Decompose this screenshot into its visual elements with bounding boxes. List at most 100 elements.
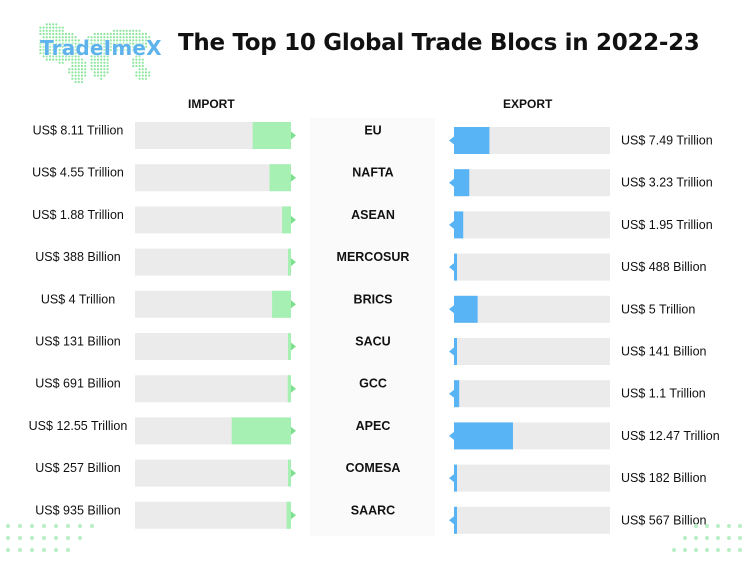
- map-dot: [90, 39, 93, 42]
- category-label: BRICS: [354, 292, 393, 306]
- export-bar: [454, 380, 460, 408]
- map-dot: [64, 48, 68, 52]
- map-dot: [138, 58, 141, 61]
- map-dot: [74, 80, 77, 84]
- import-value-label: US$ 12.55 Trillion: [29, 419, 128, 433]
- map-dot: [48, 29, 52, 32]
- map-dot: [132, 61, 135, 64]
- map-dot: [84, 68, 87, 71]
- export-track: [454, 169, 610, 197]
- import-track: [135, 206, 291, 234]
- map-dot: [135, 58, 138, 61]
- map-dot: [61, 61, 64, 64]
- map-dot: [39, 42, 42, 45]
- decor-dot: [672, 548, 676, 552]
- category-column-background: [310, 118, 435, 536]
- export-track: [454, 211, 610, 239]
- map-dot: [112, 36, 116, 39]
- decor-dot: [716, 524, 720, 528]
- decor-dot: [78, 536, 82, 540]
- map-dot: [68, 32, 71, 36]
- map-dot: [68, 36, 71, 39]
- map-dot: [74, 45, 77, 48]
- map-dot: [64, 52, 68, 55]
- decor-dot: [42, 524, 46, 528]
- map-dot: [138, 45, 141, 48]
- map-dot: [93, 74, 96, 77]
- map-dot: [77, 61, 80, 64]
- map-dot: [84, 61, 87, 64]
- map-dot: [74, 48, 77, 52]
- map-dot: [77, 58, 80, 61]
- map-dot: [103, 48, 106, 52]
- map-dot: [93, 36, 96, 39]
- brand-logo: TradeImeX: [40, 36, 162, 60]
- map-dot: [109, 36, 112, 39]
- map-dot: [87, 36, 90, 39]
- decor-dot: [694, 524, 698, 528]
- category-label: COMESA: [346, 461, 401, 475]
- import-track: [135, 333, 291, 360]
- map-dot: [42, 39, 45, 42]
- map-dot: [80, 80, 84, 84]
- decor-dot: [30, 536, 34, 540]
- map-dot: [71, 61, 74, 64]
- map-dot: [64, 55, 68, 58]
- map-dot: [96, 71, 100, 74]
- import-value-label: US$ 1.88 Trillion: [32, 208, 124, 222]
- map-dot: [71, 39, 74, 42]
- export-column-header: EXPORT: [503, 97, 553, 111]
- import-bar: [288, 459, 291, 487]
- map-dot: [103, 55, 106, 58]
- import-bar: [287, 375, 291, 403]
- map-dot: [61, 29, 64, 32]
- map-dot: [64, 39, 68, 42]
- map-dot: [61, 39, 64, 42]
- map-dot: [90, 42, 93, 45]
- map-dot: [58, 39, 61, 42]
- export-bar: [454, 506, 457, 534]
- map-dot: [87, 39, 90, 42]
- map-dot: [39, 52, 42, 55]
- map-dot: [61, 52, 64, 55]
- map-dot: [42, 42, 45, 45]
- decor-dot: [705, 536, 709, 540]
- map-dot: [106, 68, 109, 71]
- map-dot: [45, 36, 48, 39]
- map-dot: [93, 48, 96, 52]
- import-bar-arrow: [291, 342, 296, 351]
- map-dot: [148, 39, 151, 42]
- map-dot: [39, 45, 42, 48]
- map-dot: [93, 58, 96, 61]
- map-dot: [55, 42, 58, 45]
- map-dot: [48, 48, 52, 52]
- decor-dot: [738, 524, 742, 528]
- map-dot: [68, 48, 71, 52]
- import-track: [135, 375, 291, 403]
- import-bar-arrow: [291, 469, 296, 478]
- map-dot: [74, 77, 77, 80]
- map-dot: [138, 74, 141, 77]
- export-value-label: US$ 141 Billion: [621, 345, 707, 359]
- decor-dot: [18, 536, 22, 540]
- import-bar-arrow: [291, 511, 296, 520]
- map-dot: [122, 42, 125, 45]
- category-label: GCC: [359, 377, 387, 391]
- map-dot: [90, 55, 93, 58]
- decor-dot: [727, 536, 731, 540]
- map-dot: [122, 45, 125, 48]
- map-dot: [71, 68, 74, 71]
- map-dot: [39, 32, 42, 36]
- map-dot: [96, 58, 100, 61]
- map-dot: [58, 32, 61, 36]
- map-dot: [93, 45, 96, 48]
- map-dot: [106, 48, 109, 52]
- export-track: [454, 464, 610, 492]
- map-dot: [90, 64, 93, 68]
- map-dot: [96, 42, 100, 45]
- map-dot: [55, 58, 58, 61]
- map-dot: [74, 74, 77, 77]
- map-dot: [77, 74, 80, 77]
- export-value-label: US$ 488 Billion: [621, 260, 707, 274]
